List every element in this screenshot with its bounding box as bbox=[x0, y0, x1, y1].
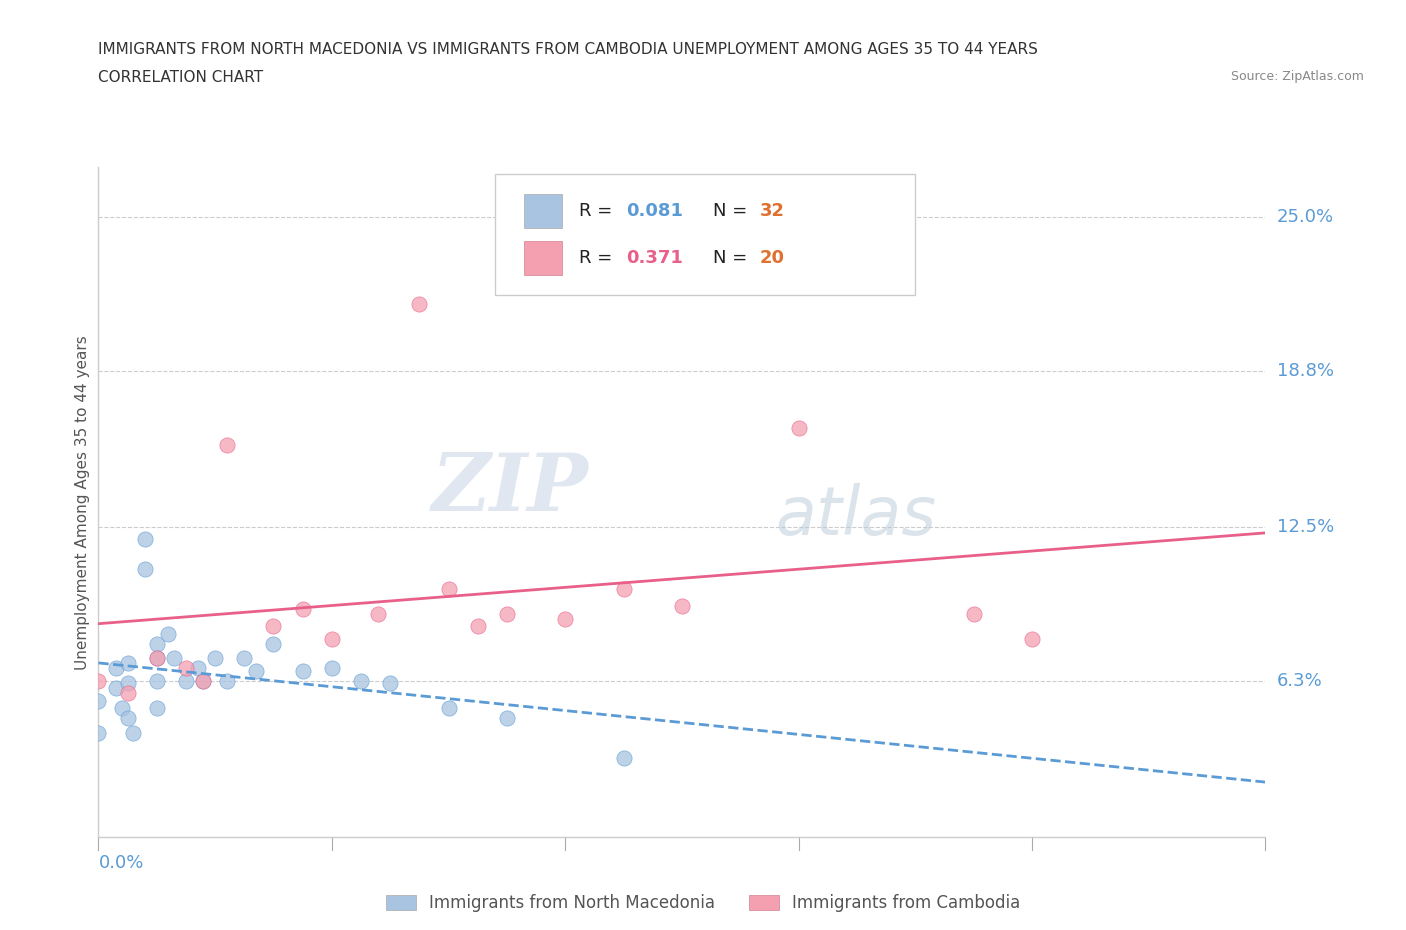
Point bbox=[408, 297, 430, 312]
Point bbox=[495, 711, 517, 725]
Text: atlas: atlas bbox=[775, 483, 936, 549]
Point bbox=[245, 663, 267, 678]
Text: 0.371: 0.371 bbox=[626, 249, 683, 267]
Point bbox=[262, 618, 284, 633]
Point bbox=[495, 606, 517, 621]
Point bbox=[554, 611, 576, 626]
Point bbox=[117, 685, 139, 700]
Text: ZIP: ZIP bbox=[432, 450, 589, 527]
Text: CORRELATION CHART: CORRELATION CHART bbox=[98, 70, 263, 85]
Text: 0.0%: 0.0% bbox=[98, 854, 143, 871]
Point bbox=[437, 581, 460, 596]
Point bbox=[146, 700, 169, 715]
Point bbox=[215, 438, 238, 453]
Point bbox=[117, 676, 139, 691]
Point bbox=[437, 700, 460, 715]
Point bbox=[111, 700, 134, 715]
Point bbox=[104, 681, 127, 696]
Point bbox=[193, 673, 215, 688]
Text: 20: 20 bbox=[761, 249, 785, 267]
Point bbox=[187, 661, 209, 676]
Text: N =: N = bbox=[713, 249, 754, 267]
Point bbox=[87, 693, 110, 708]
Point bbox=[117, 711, 139, 725]
Point bbox=[146, 673, 169, 688]
Text: 18.8%: 18.8% bbox=[1277, 362, 1334, 379]
Point bbox=[291, 663, 314, 678]
Legend: Immigrants from North Macedonia, Immigrants from Cambodia: Immigrants from North Macedonia, Immigra… bbox=[385, 895, 1021, 912]
Text: Source: ZipAtlas.com: Source: ZipAtlas.com bbox=[1230, 70, 1364, 83]
Point bbox=[262, 636, 284, 651]
FancyBboxPatch shape bbox=[495, 174, 915, 295]
Y-axis label: Unemployment Among Ages 35 to 44 years: Unemployment Among Ages 35 to 44 years bbox=[75, 335, 90, 670]
Point bbox=[122, 725, 145, 740]
Point bbox=[787, 420, 810, 435]
Point bbox=[157, 626, 180, 641]
Point bbox=[1021, 631, 1043, 646]
Point bbox=[174, 673, 197, 688]
Text: 0.081: 0.081 bbox=[626, 202, 683, 219]
Point bbox=[378, 676, 402, 691]
Bar bbox=[524, 194, 562, 228]
Point bbox=[174, 661, 197, 676]
Point bbox=[321, 631, 343, 646]
Point bbox=[321, 661, 343, 676]
Point bbox=[104, 661, 127, 676]
Point bbox=[134, 532, 156, 547]
Bar bbox=[524, 241, 562, 274]
Point bbox=[350, 673, 373, 688]
Point bbox=[134, 562, 156, 577]
Point bbox=[193, 673, 215, 688]
Point bbox=[962, 606, 984, 621]
Point bbox=[215, 673, 238, 688]
Point bbox=[146, 636, 169, 651]
Text: R =: R = bbox=[579, 202, 619, 219]
Text: 12.5%: 12.5% bbox=[1277, 518, 1334, 536]
Point bbox=[671, 599, 693, 614]
Point bbox=[467, 618, 489, 633]
Point bbox=[204, 651, 226, 666]
Point bbox=[117, 656, 139, 671]
Text: 32: 32 bbox=[761, 202, 785, 219]
Point bbox=[146, 651, 169, 666]
Point bbox=[87, 725, 110, 740]
Text: N =: N = bbox=[713, 202, 754, 219]
Point bbox=[612, 581, 634, 596]
Point bbox=[233, 651, 256, 666]
Point bbox=[163, 651, 186, 666]
Point bbox=[291, 602, 314, 617]
Point bbox=[146, 651, 169, 666]
Text: R =: R = bbox=[579, 249, 619, 267]
Point bbox=[612, 751, 634, 765]
Text: 25.0%: 25.0% bbox=[1277, 208, 1334, 226]
Point bbox=[87, 673, 110, 688]
Text: IMMIGRANTS FROM NORTH MACEDONIA VS IMMIGRANTS FROM CAMBODIA UNEMPLOYMENT AMONG A: IMMIGRANTS FROM NORTH MACEDONIA VS IMMIG… bbox=[98, 42, 1038, 57]
Text: 6.3%: 6.3% bbox=[1277, 671, 1323, 690]
Point bbox=[367, 606, 389, 621]
